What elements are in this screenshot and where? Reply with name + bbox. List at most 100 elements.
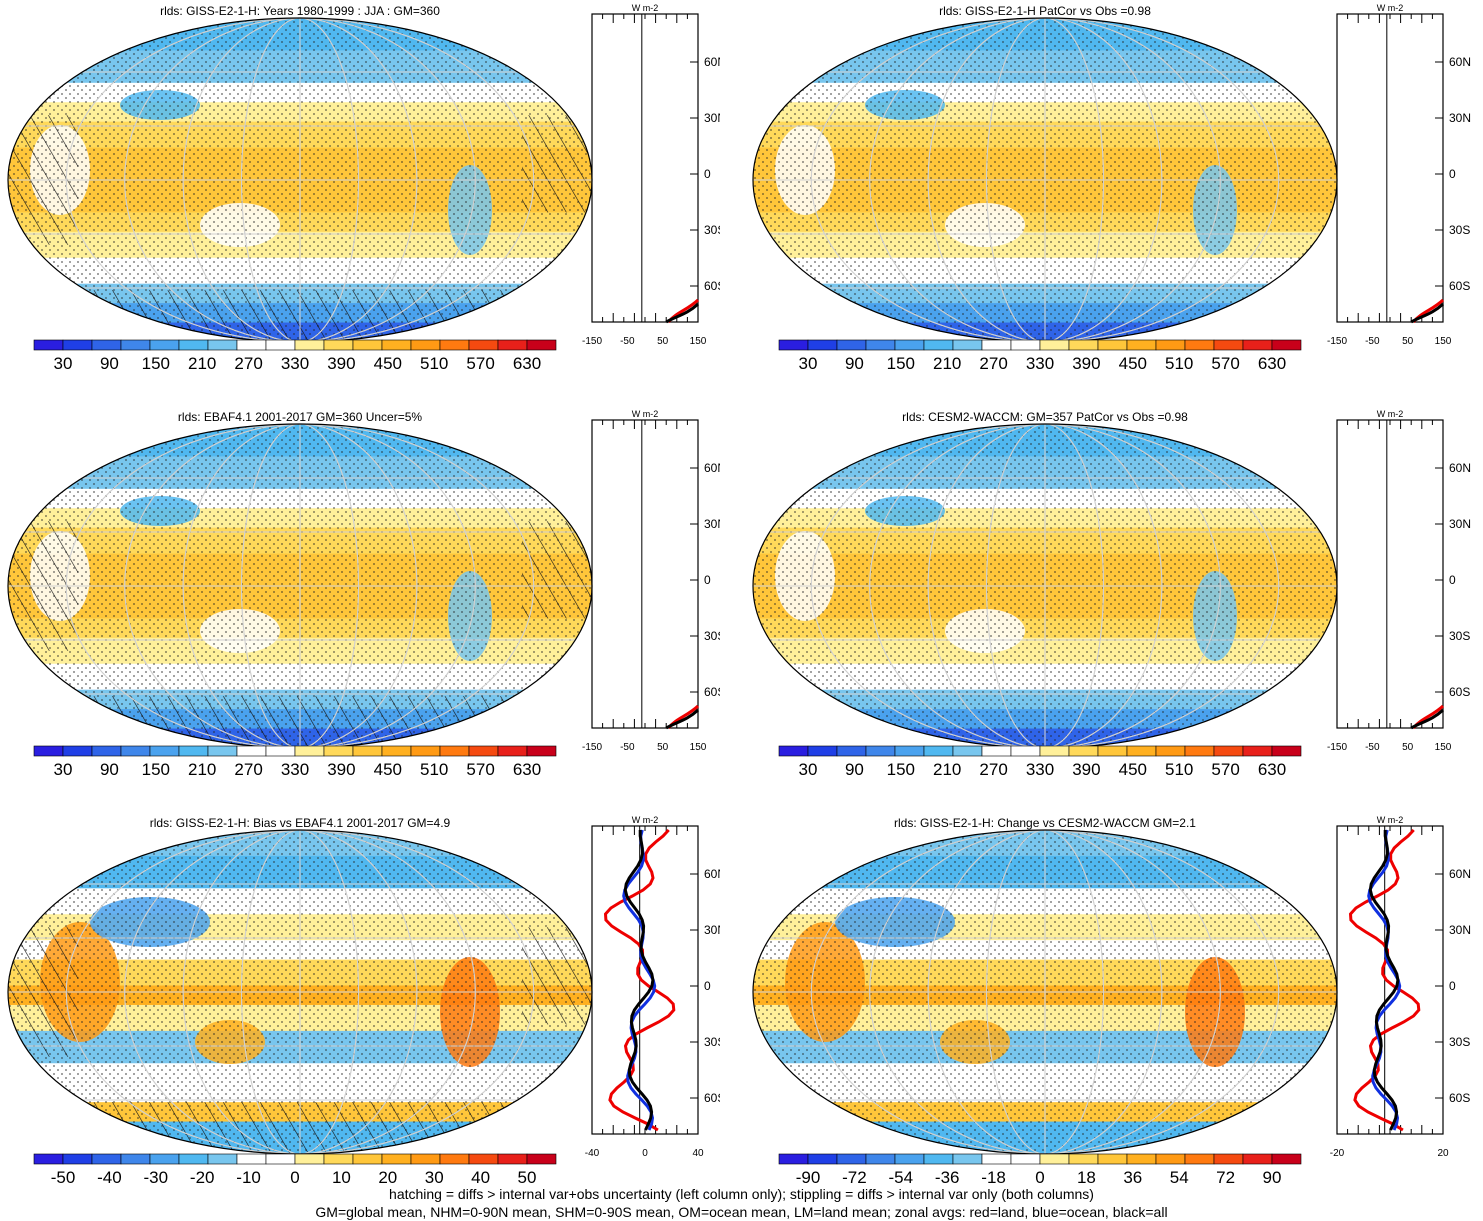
colorbar-label: 90	[845, 354, 864, 373]
map-svg: 30 90 150 210 270 330 390 450 510 570 630 W m-2 60N 3…	[752, 3, 1471, 373]
panel-title: rlds: GISS-E2-1-H PatCor vs Obs =0.98	[939, 4, 1151, 18]
zonal-tick-label: -150	[582, 742, 602, 753]
zonal-all-line	[623, 830, 655, 1131]
lat-label: 30N	[1449, 517, 1471, 531]
colorbar-label: 390	[1072, 760, 1100, 779]
colorbar-label: 630	[1258, 354, 1286, 373]
zonal-plot: W m-2 60N 30N 0 30S 60S -40 0 40	[585, 815, 726, 1159]
lat-label: 30S	[704, 1035, 720, 1049]
colorbar-label: -54	[889, 1168, 914, 1187]
colorbar-label: 30	[54, 760, 73, 779]
colorbar: 30 90 150 210 270 330 390 450 510 570 630	[778, 339, 1302, 373]
colorbar-label: 270	[234, 354, 262, 373]
colorbar-label: 36	[1123, 1168, 1142, 1187]
map-svg: 30 90 150 210 270 330 390 450 510 570 630 W m-2 60N 3…	[752, 409, 1471, 779]
panel-p2: rlds: GISS-E2-1-H PatCor vs Obs =0.98 30…	[745, 0, 1483, 400]
map-field	[753, 424, 1337, 748]
panel-title: rlds: CESM2-WACCM: GM=357 PatCor vs Obs …	[902, 410, 1188, 424]
lat-label: 0	[1449, 573, 1456, 587]
lat-label: 60N	[704, 55, 720, 69]
colorbar: 30 90 150 210 270 330 390 450 510 570 630	[33, 745, 557, 779]
zonal-units: W m-2	[632, 409, 659, 419]
colorbar-label: -50	[51, 1168, 76, 1187]
colorbar-label: -40	[97, 1168, 122, 1187]
colorbar-label: 330	[281, 354, 309, 373]
map-svg: -90 -72 -54 -36 -18 0 18 36 54 72 90 W m-2 60N 30N 0 30…	[752, 815, 1471, 1187]
colorbar-label: 72	[1216, 1168, 1235, 1187]
lat-label: 60N	[704, 867, 720, 881]
zonal-units: W m-2	[1377, 409, 1404, 419]
colorbar-label: 570	[1211, 354, 1239, 373]
lat-label: 30S	[704, 223, 720, 237]
map-field	[8, 424, 592, 748]
zonal-tick-label: 40	[692, 1148, 704, 1159]
zonal-all-line	[665, 708, 700, 730]
colorbar-label: 210	[933, 354, 961, 373]
colorbar-label: 270	[979, 760, 1007, 779]
colorbar-label: 450	[374, 354, 402, 373]
zonal-tick-label: 50	[657, 742, 669, 753]
colorbar-label: -30	[144, 1168, 169, 1187]
lat-label: 30S	[704, 629, 720, 643]
lat-label: 60S	[704, 685, 720, 699]
map-field	[8, 18, 592, 342]
colorbar-label: 50	[518, 1168, 537, 1187]
colorbar-label: 90	[100, 354, 119, 373]
zonal-ocean-line	[1367, 829, 1402, 1131]
colorbar-label: 150	[142, 760, 170, 779]
colorbar-label: 450	[1119, 354, 1147, 373]
map-field	[753, 18, 1337, 342]
zonal-tick-label: 20	[1437, 1148, 1449, 1159]
panel-title: rlds: GISS-E2-1-H: Bias vs EBAF4.1 2001-…	[149, 816, 451, 830]
zonal-tick-label: 150	[1435, 742, 1452, 753]
lat-label: 60S	[1449, 685, 1470, 699]
zonal-tick-label: -20	[1330, 1148, 1345, 1159]
colorbar-label: 390	[1072, 354, 1100, 373]
panel-p4: rlds: CESM2-WACCM: GM=357 PatCor vs Obs …	[745, 406, 1483, 806]
zonal-tick-label: -50	[620, 336, 635, 347]
colorbar-label: 90	[100, 760, 119, 779]
colorbar-label: 10	[332, 1168, 351, 1187]
lat-label: 60S	[1449, 279, 1470, 293]
colorbar-label: -72	[842, 1168, 867, 1187]
colorbar-label: -20	[190, 1168, 215, 1187]
colorbar-label: 570	[466, 354, 494, 373]
colorbar: -50 -40 -30 -20 -10 0 10 20 30 40 50	[33, 1153, 557, 1187]
colorbar-label: 54	[1170, 1168, 1189, 1187]
panel-p1: rlds: GISS-E2-1-H: Years 1980-1999 : JJA…	[0, 0, 726, 400]
lat-label: 60N	[1449, 867, 1471, 881]
colorbar-label: 210	[188, 760, 216, 779]
colorbar-label: 150	[887, 354, 915, 373]
map-field	[8, 830, 592, 1154]
lat-label: 30N	[704, 517, 720, 531]
colorbar-label: -18	[981, 1168, 1006, 1187]
lat-label: 60S	[704, 1091, 720, 1105]
zonal-plot: W m-2 60N 30N 0 30S 60S -150 -50 50 150	[1327, 3, 1471, 347]
colorbar-label: -90	[796, 1168, 821, 1187]
colorbar-label: 18	[1077, 1168, 1096, 1187]
lat-label: 30N	[704, 923, 720, 937]
colorbar-label: 270	[979, 354, 1007, 373]
zonal-tick-label: -150	[1327, 742, 1347, 753]
colorbar-label: 630	[513, 760, 541, 779]
colorbar-label: 330	[1026, 760, 1054, 779]
lat-label: 0	[704, 573, 711, 587]
zonal-tick-label: 150	[690, 742, 707, 753]
lat-label: 60N	[1449, 55, 1471, 69]
colorbar-label: 30	[425, 1168, 444, 1187]
zonal-plot: W m-2 60N 30N 0 30S 60S -150 -50 50 150	[582, 3, 726, 347]
zonal-tick-label: 50	[1402, 742, 1414, 753]
colorbar-label: 570	[466, 760, 494, 779]
colorbar-label: 90	[845, 760, 864, 779]
panel-title: rlds: EBAF4.1 2001-2017 GM=360 Uncer=5%	[177, 410, 423, 424]
colorbar-label: 510	[1165, 760, 1193, 779]
map-field	[753, 830, 1337, 1154]
footnote-line-1: hatching = diffs > internal var+obs unce…	[389, 1186, 1094, 1202]
colorbar-label: 210	[933, 760, 961, 779]
zonal-tick-label: -150	[1327, 336, 1347, 347]
colorbar-label: 270	[234, 760, 262, 779]
zonal-tick-label: 150	[1435, 336, 1452, 347]
zonal-all-line	[665, 302, 700, 324]
colorbar-label: 630	[513, 354, 541, 373]
colorbar-label: 450	[374, 760, 402, 779]
